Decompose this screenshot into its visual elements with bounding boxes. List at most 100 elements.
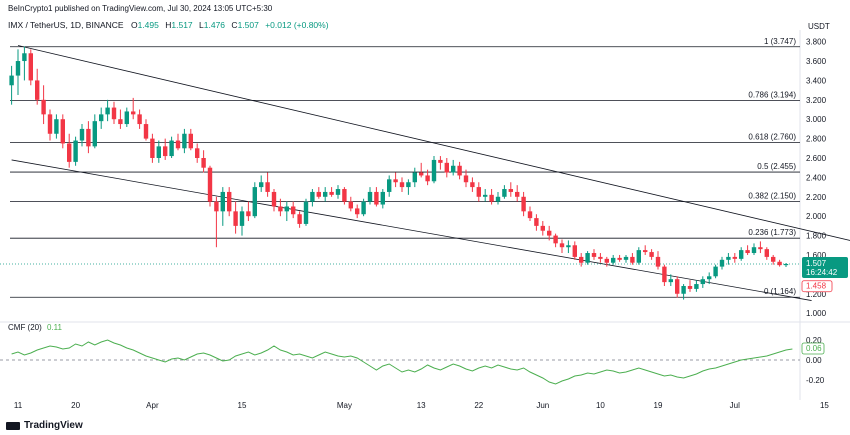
publisher-line: BeInCrypto1 published on TradingView.com… xyxy=(8,4,273,13)
candle-body xyxy=(457,165,462,176)
candle-body xyxy=(483,194,488,197)
y-tick-label: 1.600 xyxy=(806,251,827,260)
high-label: H xyxy=(165,20,172,30)
open-label: O xyxy=(130,20,138,30)
candle-body xyxy=(476,187,481,197)
candle-body xyxy=(611,257,616,263)
candle-body xyxy=(86,128,91,147)
trendline xyxy=(11,159,812,301)
close-value: 1.507 xyxy=(237,20,259,30)
last-price-countdown: 16:24:42 xyxy=(806,268,838,277)
candle-body xyxy=(764,249,769,257)
y-tick-label: 2.400 xyxy=(806,173,827,182)
fib-level-label: 0 (1.164) xyxy=(764,287,796,296)
y-tick-label: 3.600 xyxy=(806,57,827,66)
candle-body xyxy=(182,133,187,149)
candle-body xyxy=(156,146,161,158)
candle-body xyxy=(188,133,193,149)
candle-body xyxy=(425,175,430,182)
cmf-y-tick-label: 0.20 xyxy=(806,336,822,345)
x-tick-label: Jun xyxy=(536,401,549,410)
y-tick-label: 2.800 xyxy=(806,135,827,144)
candle-body xyxy=(195,148,200,158)
candle-body xyxy=(265,182,270,192)
candle-body xyxy=(54,119,59,134)
fib-level-label: 0.382 (2.150) xyxy=(748,192,796,201)
candle-body xyxy=(92,121,97,147)
candle-body xyxy=(60,119,65,144)
y-tick-label: 2.000 xyxy=(806,212,827,221)
x-tick-label: 10 xyxy=(596,401,605,410)
candle-body xyxy=(534,218,539,226)
trendline xyxy=(17,45,850,241)
cmf-badge-value: 0.06 xyxy=(806,344,822,353)
y-tick-label: 2.600 xyxy=(806,154,827,163)
candle-body xyxy=(777,261,782,266)
candle-body xyxy=(220,191,225,212)
candle-body xyxy=(591,253,597,257)
candle-body xyxy=(201,158,206,168)
candle-body xyxy=(515,191,520,197)
tradingview-logo-icon xyxy=(6,421,20,430)
x-tick-label: 15 xyxy=(238,401,247,410)
candle-body xyxy=(233,211,238,226)
candle-body xyxy=(700,279,705,285)
candle-body xyxy=(579,256,584,263)
fib-level-label: 1 (3.747) xyxy=(764,37,796,46)
cmf-y-tick-label: 0.00 xyxy=(806,356,822,365)
candle-body xyxy=(355,208,360,215)
y-tick-label: 1.800 xyxy=(806,232,827,241)
symbol-ohlc-bar: IMX / TetherUS, 1D, BINANCE O1.495 H1.51… xyxy=(8,20,329,30)
candle-body xyxy=(649,252,654,257)
cmf-line xyxy=(11,339,793,385)
low-value: 1.476 xyxy=(203,20,226,30)
candle-body xyxy=(598,256,603,259)
candle-body xyxy=(751,247,757,254)
candle-body xyxy=(323,191,328,197)
x-tick-label: May xyxy=(337,401,352,410)
candle-body xyxy=(79,128,85,141)
currency-label: USDT xyxy=(808,22,830,31)
x-tick-label: 22 xyxy=(474,401,483,410)
x-tick-label: 20 xyxy=(71,401,80,410)
candle-body xyxy=(745,250,750,254)
candle-body xyxy=(99,114,104,122)
candle-body xyxy=(252,187,257,217)
last-price-badge xyxy=(802,256,848,278)
candle-body xyxy=(367,191,373,202)
candle-body xyxy=(163,146,168,157)
candle-body xyxy=(227,191,232,212)
candle-body xyxy=(662,266,667,283)
candle-body xyxy=(521,196,526,212)
low-marker-badge xyxy=(801,280,833,293)
candle-body xyxy=(431,159,437,182)
candle-body xyxy=(489,194,494,202)
candle-body xyxy=(655,256,661,267)
candle-body xyxy=(111,107,117,120)
candle-body xyxy=(271,191,277,207)
candle-body xyxy=(124,111,129,125)
y-tick-label: 1.000 xyxy=(806,309,827,318)
candle-body xyxy=(540,225,545,231)
candle-body xyxy=(527,211,533,219)
y-tick-label: 1.200 xyxy=(806,290,827,299)
candle-body xyxy=(547,230,552,236)
candle-body xyxy=(617,257,622,260)
y-tick-label: 3.400 xyxy=(806,76,827,85)
candle-body xyxy=(566,245,571,248)
x-tick-label: Jul xyxy=(730,401,740,410)
candle-body xyxy=(41,99,46,115)
candle-body xyxy=(259,182,264,188)
x-tick-label: 13 xyxy=(417,401,426,410)
candle-body xyxy=(316,191,321,197)
candle-body xyxy=(73,140,78,162)
candle-body xyxy=(502,189,507,197)
candle-body xyxy=(15,61,21,76)
candle-body xyxy=(393,179,398,183)
candle-body xyxy=(572,245,577,257)
candle-body xyxy=(131,111,136,115)
candle-body xyxy=(732,256,737,259)
candle-body xyxy=(150,138,155,158)
candle-body xyxy=(668,279,673,283)
